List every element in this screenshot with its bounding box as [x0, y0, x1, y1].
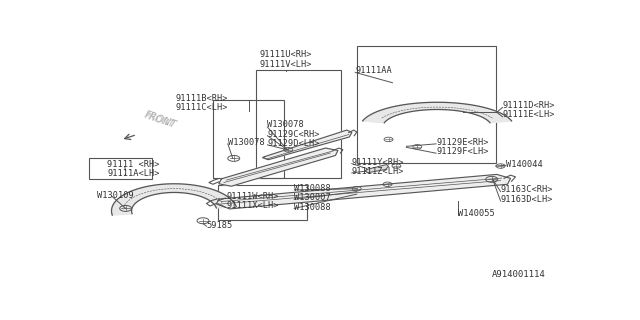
Text: 91111U<RH>: 91111U<RH>	[260, 50, 312, 59]
Text: A914001114: A914001114	[492, 270, 546, 279]
Bar	[356, 46, 495, 163]
Text: 91111Z<LH>: 91111Z<LH>	[352, 167, 404, 176]
Polygon shape	[216, 174, 511, 209]
Text: 91129C<RH>: 91129C<RH>	[268, 130, 320, 139]
Text: 91111C<LH>: 91111C<LH>	[175, 103, 228, 112]
Text: W130088: W130088	[294, 184, 331, 193]
Text: W130007: W130007	[294, 193, 331, 202]
Polygon shape	[219, 148, 338, 186]
Text: 91129D<LH>: 91129D<LH>	[268, 139, 320, 148]
Text: W140044: W140044	[506, 160, 542, 169]
Bar	[256, 70, 341, 178]
Text: 91163C<RH>: 91163C<RH>	[500, 185, 553, 195]
Text: 91111 <RH>: 91111 <RH>	[108, 160, 160, 169]
Text: 91129E<RH>: 91129E<RH>	[436, 138, 488, 147]
Text: 59185: 59185	[207, 221, 233, 230]
Bar	[89, 158, 152, 179]
Text: FRONT: FRONT	[143, 109, 178, 130]
Text: W130078: W130078	[268, 120, 304, 129]
Polygon shape	[365, 164, 388, 173]
Text: W130078: W130078	[228, 138, 264, 147]
Text: W140055: W140055	[458, 209, 495, 218]
Text: 91111V<LH>: 91111V<LH>	[260, 60, 312, 69]
Text: 91129F<LH>: 91129F<LH>	[436, 147, 488, 156]
Bar	[213, 100, 284, 178]
Polygon shape	[363, 102, 511, 123]
Text: 91111E<LH>: 91111E<LH>	[502, 110, 555, 119]
Text: 91111A<LH>: 91111A<LH>	[108, 169, 160, 178]
Bar	[218, 185, 307, 220]
Text: 91111D<RH>: 91111D<RH>	[502, 101, 555, 110]
Text: 91111Y<RH>: 91111Y<RH>	[352, 157, 404, 167]
Text: 91111B<RH>: 91111B<RH>	[175, 94, 228, 103]
Text: 91111W<RH>: 91111W<RH>	[227, 192, 279, 201]
Polygon shape	[111, 184, 236, 215]
Text: FRONT: FRONT	[143, 111, 175, 130]
Text: 91111X<LH>: 91111X<LH>	[227, 201, 279, 210]
Text: W130088: W130088	[294, 203, 331, 212]
Polygon shape	[262, 130, 352, 160]
Text: 91111AA: 91111AA	[355, 67, 392, 76]
Text: W130109: W130109	[97, 191, 134, 200]
Text: 91163D<LH>: 91163D<LH>	[500, 195, 553, 204]
